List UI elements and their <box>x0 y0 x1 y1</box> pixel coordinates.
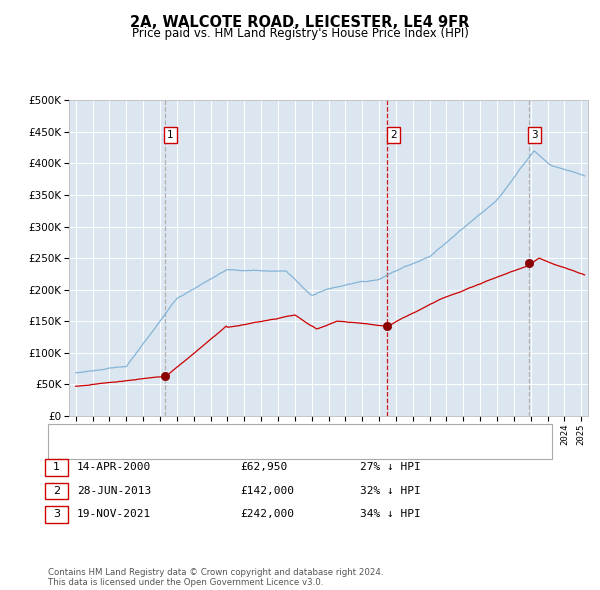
Text: 3: 3 <box>531 130 538 140</box>
Text: 27% ↓ HPI: 27% ↓ HPI <box>360 463 421 472</box>
Text: Contains HM Land Registry data © Crown copyright and database right 2024.
This d: Contains HM Land Registry data © Crown c… <box>48 568 383 587</box>
Text: £242,000: £242,000 <box>240 510 294 519</box>
Text: 28-JUN-2013: 28-JUN-2013 <box>77 486 151 496</box>
Text: 14-APR-2000: 14-APR-2000 <box>77 463 151 472</box>
Text: £62,950: £62,950 <box>240 463 287 472</box>
Text: 2A, WALCOTE ROAD, LEICESTER, LE4 9FR: 2A, WALCOTE ROAD, LEICESTER, LE4 9FR <box>130 15 470 30</box>
Text: 19-NOV-2021: 19-NOV-2021 <box>77 510 151 519</box>
Text: HPI: Average price, detached house, Leicester: HPI: Average price, detached house, Leic… <box>81 444 322 454</box>
Text: Price paid vs. HM Land Registry's House Price Index (HPI): Price paid vs. HM Land Registry's House … <box>131 27 469 40</box>
Text: 2: 2 <box>390 130 397 140</box>
Text: 2A, WALCOTE ROAD, LEICESTER, LE4 9FR (detached house): 2A, WALCOTE ROAD, LEICESTER, LE4 9FR (de… <box>81 428 391 438</box>
Text: 1: 1 <box>53 463 60 472</box>
Text: —: — <box>60 440 77 458</box>
Text: 32% ↓ HPI: 32% ↓ HPI <box>360 486 421 496</box>
Text: 2: 2 <box>53 486 60 496</box>
Text: 1: 1 <box>167 130 174 140</box>
Text: —: — <box>60 425 77 442</box>
Text: 34% ↓ HPI: 34% ↓ HPI <box>360 510 421 519</box>
Text: 3: 3 <box>53 510 60 519</box>
Text: £142,000: £142,000 <box>240 486 294 496</box>
